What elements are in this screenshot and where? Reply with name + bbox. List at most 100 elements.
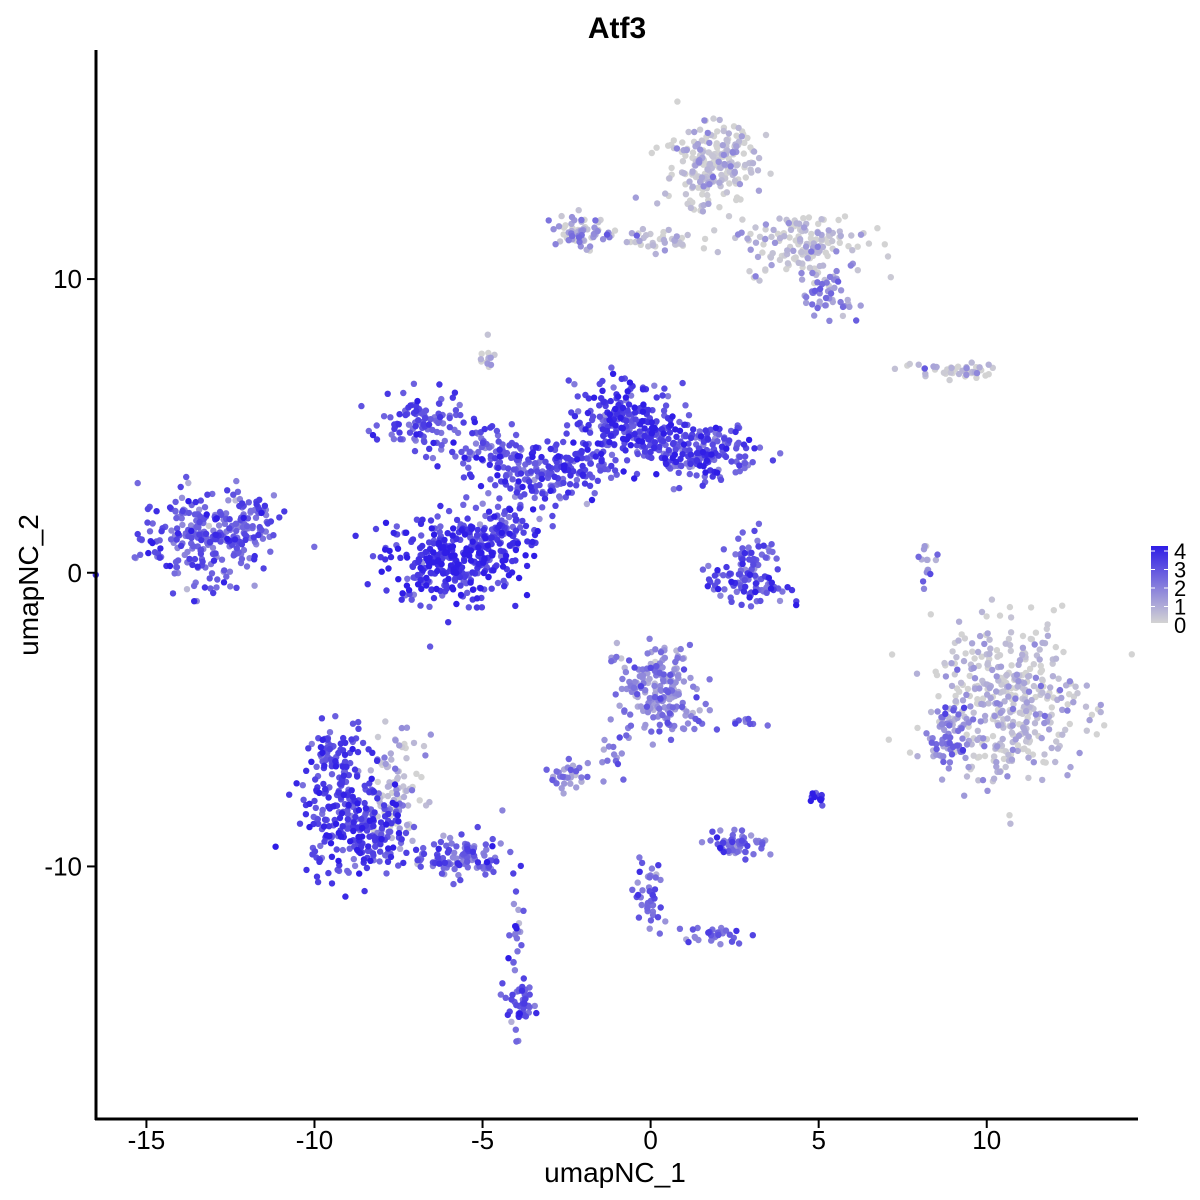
data-point — [627, 722, 635, 729]
data-point — [584, 446, 591, 453]
data-point — [735, 571, 743, 578]
data-point — [975, 662, 982, 670]
data-point — [680, 678, 688, 685]
data-point — [323, 832, 330, 839]
data-point — [1012, 695, 1019, 702]
data-point — [752, 239, 760, 246]
data-point — [1027, 635, 1034, 643]
data-point — [197, 550, 205, 557]
data-point — [358, 815, 365, 823]
data-point — [475, 544, 482, 551]
data-point — [311, 797, 318, 805]
data-point — [442, 549, 449, 556]
data-point — [158, 528, 165, 535]
data-point — [395, 829, 403, 837]
data-point — [213, 584, 220, 591]
data-point — [561, 780, 568, 787]
data-point — [689, 149, 697, 156]
data-point — [487, 476, 494, 483]
data-point — [731, 177, 739, 185]
data-point — [436, 413, 444, 421]
data-point — [210, 557, 218, 564]
data-point — [1044, 692, 1051, 700]
data-point — [387, 853, 395, 861]
data-points — [92, 98, 1136, 1045]
data-point — [1008, 756, 1016, 763]
data-point — [370, 822, 377, 830]
data-point — [395, 421, 402, 428]
data-point — [636, 854, 643, 861]
x-tick-label: -15 — [128, 1125, 166, 1155]
data-point — [312, 776, 319, 783]
data-point — [608, 451, 616, 458]
data-point — [502, 472, 510, 480]
data-point — [505, 955, 512, 962]
data-point — [760, 241, 767, 248]
data-point — [203, 511, 210, 518]
data-point — [568, 213, 576, 221]
data-point — [514, 948, 521, 955]
data-point — [396, 411, 403, 418]
data-point — [611, 441, 618, 448]
data-point — [317, 842, 324, 850]
data-point — [144, 505, 152, 513]
data-point — [366, 817, 373, 824]
data-point — [726, 180, 733, 187]
data-point — [948, 751, 956, 758]
data-point — [942, 733, 949, 740]
data-point — [509, 476, 516, 483]
data-point — [487, 354, 494, 361]
data-point — [372, 525, 380, 533]
data-point — [865, 240, 873, 247]
data-point — [656, 930, 663, 937]
data-point — [1021, 726, 1028, 733]
data-point — [691, 725, 698, 733]
data-point — [650, 714, 657, 721]
data-point — [238, 555, 246, 563]
data-point — [978, 608, 986, 616]
data-point — [186, 555, 193, 563]
data-point — [657, 649, 665, 656]
data-point — [662, 190, 669, 197]
data-point — [599, 236, 607, 243]
data-point — [710, 153, 717, 160]
data-point — [746, 720, 754, 728]
data-point — [705, 929, 712, 936]
data-point — [451, 865, 458, 873]
data-point — [567, 766, 574, 774]
data-point — [573, 482, 580, 489]
data-point — [733, 196, 740, 204]
data-point — [656, 721, 663, 728]
data-point — [1059, 706, 1066, 713]
data-point — [881, 241, 888, 248]
data-point — [853, 317, 860, 324]
data-point — [513, 1001, 520, 1009]
data-point — [499, 980, 506, 987]
data-point — [575, 408, 582, 415]
data-point — [728, 598, 735, 605]
data-point — [689, 926, 697, 933]
data-point — [913, 670, 921, 677]
data-point — [738, 827, 746, 834]
data-point — [306, 800, 313, 807]
data-point — [556, 493, 563, 500]
data-point — [560, 465, 568, 473]
data-point — [606, 416, 613, 424]
data-point — [579, 471, 586, 478]
data-point — [536, 515, 543, 523]
data-point — [1037, 669, 1044, 676]
data-point — [382, 760, 389, 768]
data-point — [822, 302, 829, 309]
data-point — [697, 462, 704, 469]
data-point — [818, 216, 825, 223]
data-point — [665, 435, 672, 443]
data-point — [682, 402, 689, 409]
data-point — [420, 421, 427, 428]
data-point — [493, 427, 501, 435]
data-point — [626, 379, 634, 386]
data-point — [755, 520, 763, 527]
data-point — [573, 456, 581, 463]
data-point — [352, 532, 359, 539]
data-point — [179, 507, 186, 515]
data-point — [538, 453, 545, 461]
